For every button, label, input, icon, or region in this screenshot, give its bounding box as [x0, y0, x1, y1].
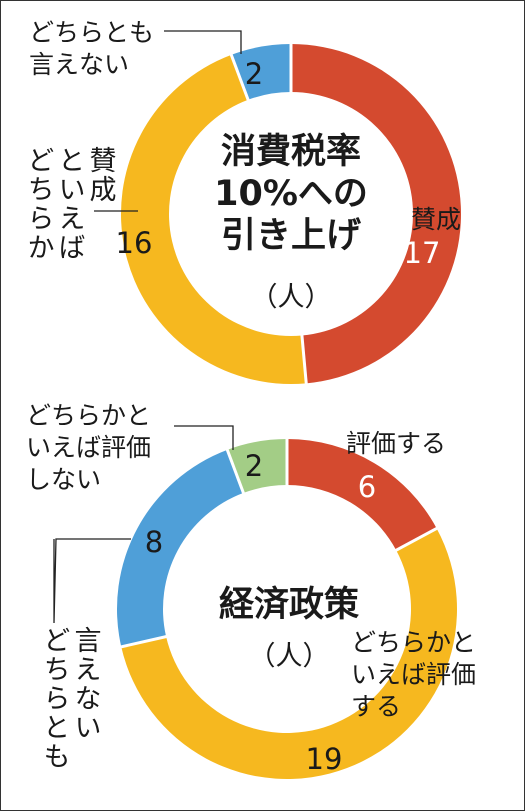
- category-label: 賛成: [85, 146, 117, 204]
- donut-slice: [117, 449, 244, 647]
- data-label: 17: [404, 236, 441, 270]
- category-label: どちらか: [23, 146, 54, 262]
- category-label: どちらかといえば評価しない: [26, 401, 151, 494]
- leader-line: [174, 425, 234, 450]
- category-label: どちらかといえば評価する: [351, 628, 476, 721]
- slice-separator: [225, 448, 246, 495]
- data-label: 19: [306, 742, 343, 776]
- donut-slice: [287, 439, 437, 551]
- donut-slice: [227, 439, 287, 493]
- leader-line: [164, 30, 242, 54]
- slice-separator: [394, 526, 439, 553]
- category-label: 賛成: [411, 205, 461, 234]
- category-label: どちらとも: [39, 626, 70, 771]
- slice-separator: [229, 53, 250, 102]
- data-label: 2: [245, 57, 263, 91]
- data-label: 16: [116, 226, 153, 260]
- category-label: 評価する: [346, 429, 446, 458]
- data-label: 6: [358, 470, 376, 504]
- unit-label: （人）: [251, 282, 332, 313]
- leader-line: [53, 538, 131, 624]
- category-label: といえば: [54, 146, 85, 262]
- donut-slice: [231, 44, 291, 100]
- category-label: どちらとも言えない: [29, 18, 154, 79]
- slice-separator: [300, 334, 308, 385]
- donut-slice: [121, 528, 457, 779]
- category-label: 言えない: [70, 626, 101, 742]
- data-label: 8: [145, 525, 163, 559]
- data-label: 2: [245, 449, 263, 483]
- chart-title: 経済政策: [219, 585, 359, 625]
- donut-slice: [291, 44, 462, 384]
- unit-label: （人）: [249, 641, 330, 672]
- donut-slice: [120, 54, 307, 385]
- chart-title: 消費税率 10%への引き上げ: [214, 132, 368, 256]
- slice-separator: [119, 634, 168, 649]
